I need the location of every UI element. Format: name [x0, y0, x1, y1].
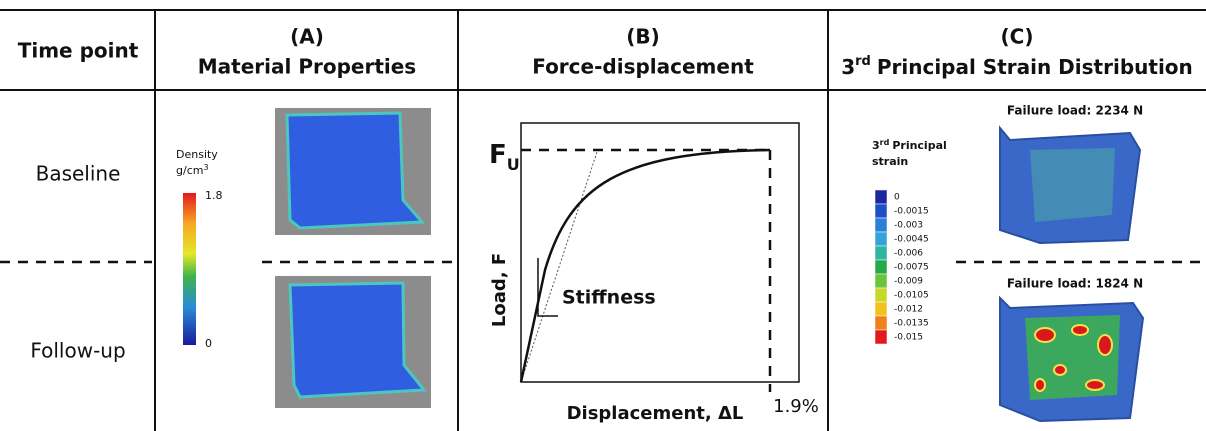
colorbar-label: -0.003 — [894, 221, 923, 231]
strain-colorbar: 0 -0.0015 -0.003 -0.0045 -0.006 -0.0075 -0.009… — [874, 189, 929, 345]
tangent-line — [520, 151, 598, 383]
colorbar-block — [874, 259, 888, 275]
colorbar-block — [874, 301, 888, 317]
colorbar-label: -0.0075 — [894, 263, 929, 273]
symbol-part: U — [507, 155, 520, 174]
colorbar-label: -0.009 — [894, 277, 923, 287]
failure-load: Failure load: 1824 N — [1007, 277, 1143, 291]
high-strain-spots — [1034, 324, 1113, 392]
title-part: Principal Strain Distribution — [877, 55, 1193, 79]
header-cell: Time point — [18, 39, 139, 63]
row-label: Follow-up — [30, 339, 125, 363]
x-axis-label: Displacement, ΔL — [567, 403, 744, 424]
column-title: 3rd Principal Strain Distribution — [841, 54, 1193, 79]
failure-load: Failure load: 2234 N — [1007, 104, 1143, 118]
colorbar-block — [874, 273, 888, 289]
column-title: Material Properties — [198, 55, 416, 79]
colorbar-label: -0.0015 — [894, 207, 929, 217]
strain-label: 1.9% — [773, 396, 819, 417]
stiffness-label: Stiffness — [562, 287, 656, 309]
column-title: Force-displacement — [532, 55, 754, 79]
colorbar-block — [874, 287, 888, 303]
legend-min: 0 — [205, 337, 212, 350]
unit-part: 3 — [203, 163, 208, 172]
colorbar-block — [874, 189, 888, 205]
legend-title: 3rd Principal — [872, 138, 947, 153]
force-curve — [519, 148, 771, 383]
colorbar — [183, 193, 196, 345]
legend-unit: g/cm3 — [176, 163, 209, 178]
colorbar-label: -0.006 — [894, 249, 923, 259]
title-part: 3 — [841, 55, 855, 79]
colorbar-label: -0.0045 — [894, 235, 929, 245]
column-letter: (A) — [290, 25, 324, 49]
row-label: Baseline — [36, 162, 121, 186]
colorbar-block — [874, 217, 888, 233]
colorbar-label: -0.012 — [894, 305, 923, 315]
title-part: rd — [880, 138, 890, 147]
title-part: rd — [855, 54, 871, 69]
column-letter: (C) — [1001, 25, 1034, 49]
density-map — [288, 281, 427, 399]
density-map — [285, 111, 426, 230]
colorbar-label: -0.015 — [894, 333, 923, 343]
colorbar-label: -0.0135 — [894, 319, 929, 329]
column-letter: (B) — [626, 25, 660, 49]
colorbar-block — [874, 203, 888, 219]
colorbar-label: -0.0105 — [894, 291, 929, 301]
title-part: Principal — [892, 139, 946, 152]
unit-part: g/cm — [176, 164, 203, 177]
plot-frame — [520, 122, 800, 383]
colorbar-block — [874, 245, 888, 261]
stiffness-triangle — [537, 258, 558, 317]
y-axis-label: Load, F — [489, 253, 510, 327]
legend-max: 1.8 — [205, 189, 223, 202]
symbol-part: F — [489, 140, 507, 170]
colorbar-label: 0 — [894, 193, 900, 203]
colorbar-block — [874, 329, 888, 345]
legend-title: Density — [176, 148, 218, 161]
title-part: 3 — [872, 139, 880, 152]
colorbar-block — [874, 231, 888, 247]
legend-title: strain — [872, 155, 908, 168]
force-symbol: FU — [489, 140, 520, 174]
strain-region — [1030, 148, 1115, 222]
colorbar-block — [874, 315, 888, 331]
